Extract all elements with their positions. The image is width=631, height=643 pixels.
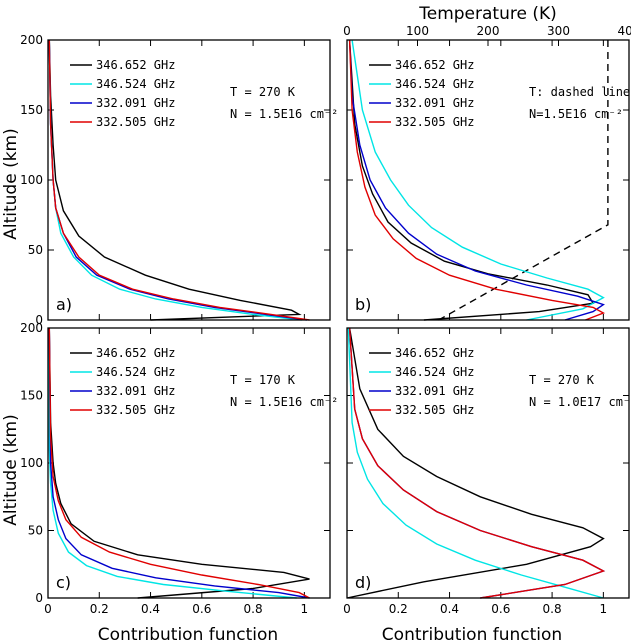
panel-4: 0 0.2 0.4 0.6 0.8 1 346.652 GHz 346.524 GHz 332.… xyxy=(343,327,631,616)
curve-346.652 xyxy=(48,327,310,599)
panel-3: 0 50 100 150 200 0 0.2 0.4 0.6 0.8 1 346.652 GHz 346… xyxy=(20,321,338,616)
x-tick-label: 0.8 xyxy=(244,602,263,616)
annotation: T = 270 K xyxy=(230,85,296,99)
curve-332.091 xyxy=(48,39,307,321)
x-tick-label: 1 xyxy=(600,602,608,616)
curve-332.091 xyxy=(348,39,605,321)
top-axis-title: Temperature (K) xyxy=(418,4,557,24)
annotation: T: dashed line xyxy=(529,85,630,99)
x-tick-label: 1 xyxy=(301,602,309,616)
temperature-tick-label: 100 xyxy=(406,24,429,38)
y-tick-label: 150 xyxy=(20,103,43,117)
legend-entry: 346.524 GHz xyxy=(96,365,175,379)
y-tick-label: 200 xyxy=(20,33,43,47)
y-tick-label: 50 xyxy=(28,243,43,257)
x-tick-label: 0.6 xyxy=(491,602,510,616)
legend-entry: 332.091 GHz xyxy=(96,384,175,398)
legend-entry: 346.524 GHz xyxy=(395,365,474,379)
legend-entry: 332.091 GHz xyxy=(395,384,474,398)
panel-2: 0 100 200 300 400 346.652 GHz 346.524 GHz 332.0… xyxy=(343,24,631,321)
legend-entry: 346.652 GHz xyxy=(96,58,175,72)
curve-346.652 xyxy=(48,39,302,321)
plot-frame xyxy=(47,327,331,599)
x-tick-label: 0.4 xyxy=(440,602,459,616)
panel-label: a) xyxy=(56,295,72,314)
curve-332.505 xyxy=(48,327,310,599)
legend-entry: 332.505 GHz xyxy=(395,403,474,417)
plot-frame xyxy=(47,39,331,321)
temperature-tick-label: 200 xyxy=(477,24,500,38)
y-tick-label: 100 xyxy=(20,173,43,187)
annotation: N=1.5E16 cm⁻² xyxy=(529,107,623,121)
legend-entry: 332.505 GHz xyxy=(96,115,175,129)
legend-entry: 346.652 GHz xyxy=(395,58,474,72)
x-tick-label: 0.6 xyxy=(192,602,211,616)
annotation: T = 170 K xyxy=(230,373,296,387)
curve-332.505 xyxy=(348,327,606,599)
y-axis-title-top: Altitude (km) xyxy=(1,128,21,240)
plot-frame xyxy=(346,327,630,599)
legend-entry: 332.091 GHz xyxy=(395,96,474,110)
panel-label: d) xyxy=(355,573,371,592)
x-tick-label: 0.4 xyxy=(141,602,160,616)
curve-332.091 xyxy=(348,327,606,599)
y-tick-label: 200 xyxy=(20,321,43,335)
legend-entry: 346.652 GHz xyxy=(96,346,175,360)
annotation: N = 1.5E16 cm⁻² xyxy=(230,395,338,409)
legend-entry: 332.505 GHz xyxy=(395,115,474,129)
curve-346.652 xyxy=(346,327,605,599)
y-tick-label: 50 xyxy=(28,524,43,538)
curve-332.505 xyxy=(48,39,310,321)
temperature-tick-label: 0 xyxy=(343,24,351,38)
curve-346.524 xyxy=(351,39,605,321)
temperature-tick-label: 400 xyxy=(618,24,631,38)
y-tick-label: 100 xyxy=(20,456,43,470)
y-tick-label: 150 xyxy=(20,389,43,403)
curve-346.524 xyxy=(347,327,604,599)
x-tick-label: 0.2 xyxy=(90,602,109,616)
x-tick-label: 0 xyxy=(343,602,351,616)
y-tick-label: 0 xyxy=(35,313,43,327)
x-axis-title-left: Contribution function xyxy=(98,625,278,643)
annotation: N = 1.5E16 cm⁻² xyxy=(230,107,338,121)
x-tick-label: 0.8 xyxy=(543,602,562,616)
y-axis-title-bottom: Altitude (km) xyxy=(1,414,21,526)
legend-entry: 346.652 GHz xyxy=(395,346,474,360)
curve-346.524 xyxy=(47,327,297,599)
annotation: T = 270 K xyxy=(529,373,595,387)
y-tick-label: 0 xyxy=(35,591,43,605)
panel-label: c) xyxy=(56,573,71,592)
plot-frame xyxy=(346,39,630,321)
panel-1: 0 50 100 150 200 346.652 GHz 346.524 GHz 332.09… xyxy=(20,33,338,327)
x-axis-title-right: Contribution function xyxy=(382,625,562,643)
curve-332.505 xyxy=(348,39,606,321)
x-tick-label: 0.2 xyxy=(389,602,408,616)
legend-entry: 332.091 GHz xyxy=(96,96,175,110)
curve-332.091 xyxy=(48,327,310,599)
legend-entry: 346.524 GHz xyxy=(395,77,474,91)
panel-label: b) xyxy=(355,295,371,314)
legend-entry: 332.505 GHz xyxy=(96,403,175,417)
temperature-tick-label: 300 xyxy=(547,24,570,38)
curve-346.524 xyxy=(48,39,302,321)
annotation: N = 1.0E17 cm⁻² xyxy=(529,395,631,409)
x-tick-label: 0 xyxy=(44,602,52,616)
legend-entry: 346.524 GHz xyxy=(96,77,175,91)
